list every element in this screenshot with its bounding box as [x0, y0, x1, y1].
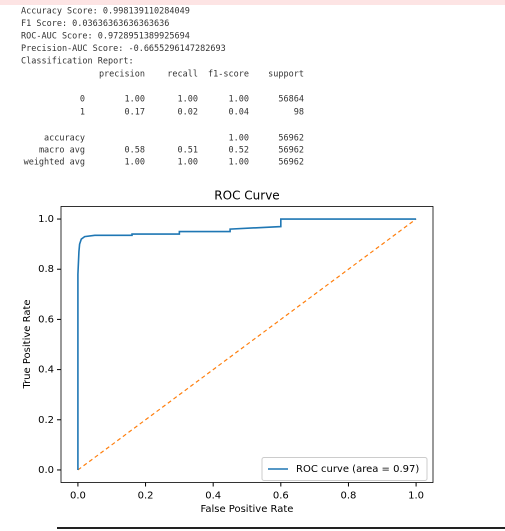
report-cell: 1.00	[229, 134, 249, 144]
x-axis-label: False Positive Rate	[201, 504, 294, 515]
report-row-label: accuracy	[44, 134, 85, 144]
x-tick-label: 0.0	[70, 491, 86, 502]
report-cell: 56962	[278, 158, 304, 168]
roc-line	[77, 218, 417, 471]
report-cell: 1.00	[178, 158, 198, 168]
report-row-label: 0	[80, 95, 85, 105]
y-tick-label: 1.0	[38, 214, 54, 225]
output-line: F1 Score: 0.03636363636363636	[21, 19, 169, 29]
report-cell: 0.52	[229, 146, 249, 156]
report-cell: 0.58	[125, 146, 145, 156]
report-header: f1-score	[208, 70, 249, 80]
report-cell: 0.04	[229, 108, 249, 118]
report-row-label: macro avg	[39, 146, 85, 156]
report-cell: 0.17	[125, 108, 145, 118]
report-cell: 1.00	[178, 95, 198, 105]
legend-box	[261, 457, 428, 481]
report-cell: 98	[294, 108, 304, 118]
chart-title: ROC Curve	[214, 189, 279, 203]
report-cell: 0.02	[178, 108, 198, 118]
output-line: Accuracy Score: 0.998139110284049	[21, 7, 190, 17]
report-cell: 0.51	[178, 146, 198, 156]
legend-label: ROC curve (area = 0.97)	[296, 464, 419, 475]
report-cell: 1.00	[229, 158, 249, 168]
output-line: ROC-AUC Score: 0.9728951389925694	[21, 32, 190, 42]
report-cell: 1.00	[125, 158, 145, 168]
x-tick-label: 0.8	[341, 491, 357, 502]
report-row-label: weighted avg	[24, 158, 85, 168]
report-cell: 56962	[278, 134, 304, 144]
y-tick-label: 0.8	[38, 264, 54, 275]
y-axis-label: True Positive Rate	[22, 299, 33, 389]
x-tick-label: 0.2	[138, 491, 154, 502]
report-cell: 56864	[278, 95, 304, 105]
report-cell: 1.00	[229, 95, 249, 105]
report-row-label: 1	[80, 108, 85, 118]
x-tick-label: 1.0	[408, 491, 424, 502]
report-header: recall	[167, 70, 198, 80]
x-tick-label: 0.4	[205, 491, 221, 502]
y-tick-label: 0.0	[38, 465, 54, 476]
plot-frame	[60, 206, 434, 483]
report-header: precision	[99, 70, 145, 80]
x-tick-label: 0.6	[273, 491, 289, 502]
report-cell: 56962	[278, 146, 304, 156]
y-tick-label: 0.4	[38, 365, 54, 376]
output-line: Classification Report:	[21, 57, 134, 67]
y-tick-label: 0.2	[38, 415, 54, 426]
roc-line	[77, 218, 417, 470]
report-header: support	[268, 70, 304, 80]
stderr-strip	[0, 0, 505, 5]
report-cell: 1.00	[125, 95, 145, 105]
y-tick-label: 0.6	[38, 314, 54, 325]
output-line: Precision-AUC Score: -0.6655296147282693	[21, 44, 226, 54]
